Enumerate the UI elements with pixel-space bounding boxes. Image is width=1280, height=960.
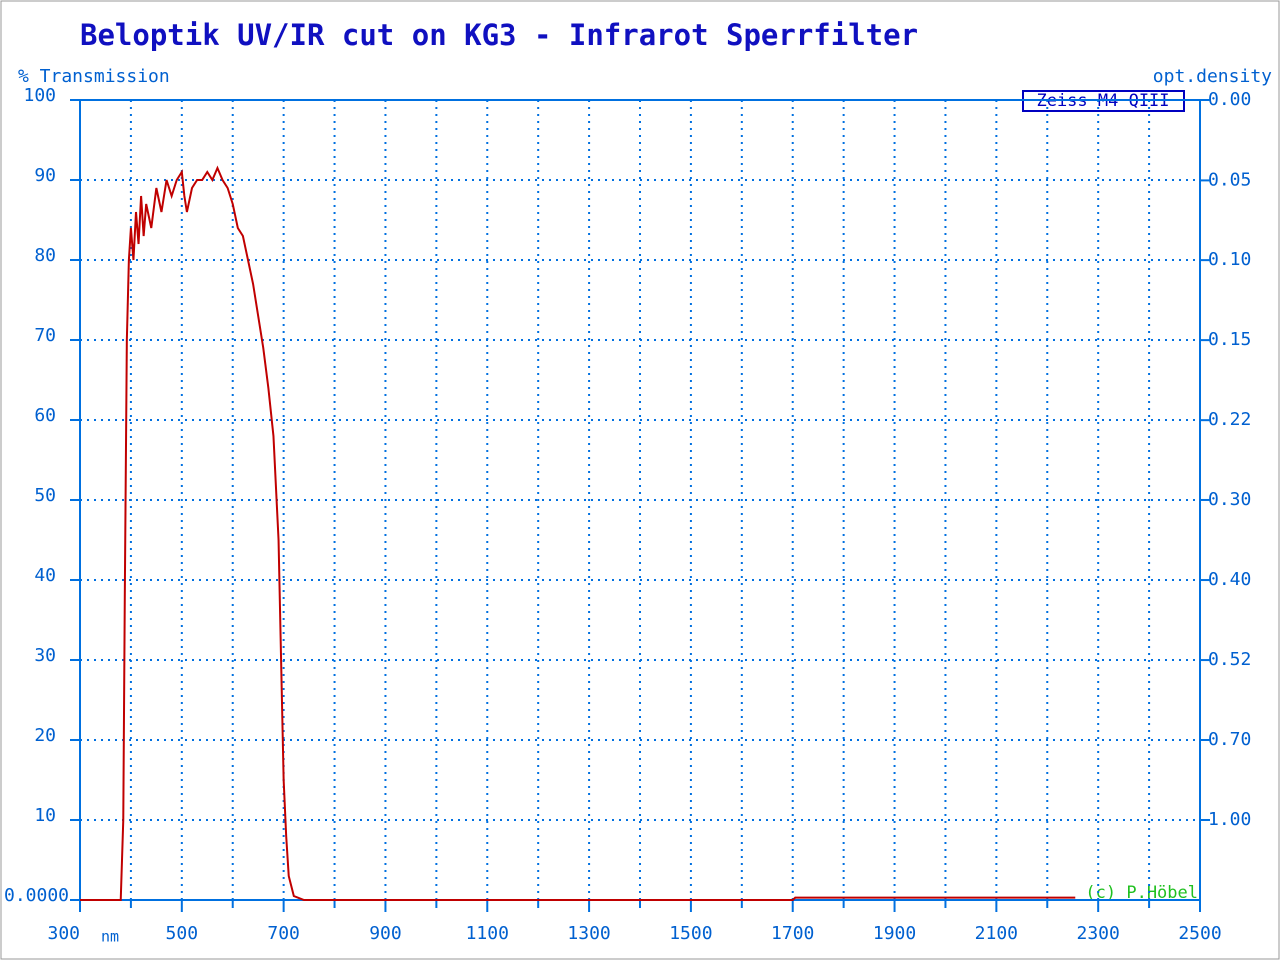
x-tick-label: 2500 [1178, 923, 1221, 944]
x-tick-label: 1700 [771, 923, 814, 944]
x-unit: nm [101, 928, 119, 946]
y-tick-label: 40 [34, 565, 56, 586]
x-tick-label: 2300 [1077, 923, 1120, 944]
y-tick-label: 30 [34, 645, 56, 666]
y-tick-label: 10 [34, 805, 56, 826]
y2-tick-label: 0.10 [1208, 249, 1251, 270]
y-tick-label: 90 [34, 165, 56, 186]
x-tick-label: 1100 [466, 923, 509, 944]
x-tick-label: 1500 [669, 923, 712, 944]
chart-title: Beloptik UV/IR cut on KG3 - Infrarot Spe… [80, 18, 918, 52]
y-tick-label: 0.0000 [4, 885, 69, 906]
x-tick-label: 1900 [873, 923, 916, 944]
data-line [80, 165, 1076, 901]
y-tick-label: 50 [34, 485, 56, 506]
y2-tick-label: 0.70 [1208, 729, 1251, 750]
y2-tick-label: 0.30 [1208, 489, 1251, 510]
x-tick-label: 900 [369, 923, 402, 944]
x-tick-label: 700 [267, 923, 300, 944]
y2-tick-label: 0.22 [1208, 409, 1251, 430]
y2-tick-label: 0.00 [1208, 89, 1251, 110]
y2-tick-label: 0.52 [1208, 649, 1251, 670]
y2-axis-label: opt.density [1153, 66, 1272, 87]
copyright: (c) P.Höbel [1085, 883, 1198, 903]
y2-tick-label: 0.40 [1208, 569, 1251, 590]
y-tick-label: 60 [34, 405, 56, 426]
y2-tick-label: 1.00 [1208, 809, 1251, 830]
y2-tick-label: 0.05 [1208, 169, 1251, 190]
y2-tick-label: 0.15 [1208, 329, 1251, 350]
y-tick-label: 80 [34, 245, 56, 266]
x-tick-label: 500 [166, 923, 199, 944]
y-tick-label: 100 [23, 85, 56, 106]
y-tick-label: 70 [34, 325, 56, 346]
y-axis-label: % Transmission [18, 66, 170, 87]
x-tick-label: 1300 [567, 923, 610, 944]
x-tick-label: 300 [47, 923, 80, 944]
y-tick-label: 20 [34, 725, 56, 746]
x-tick-label: 2100 [975, 923, 1018, 944]
